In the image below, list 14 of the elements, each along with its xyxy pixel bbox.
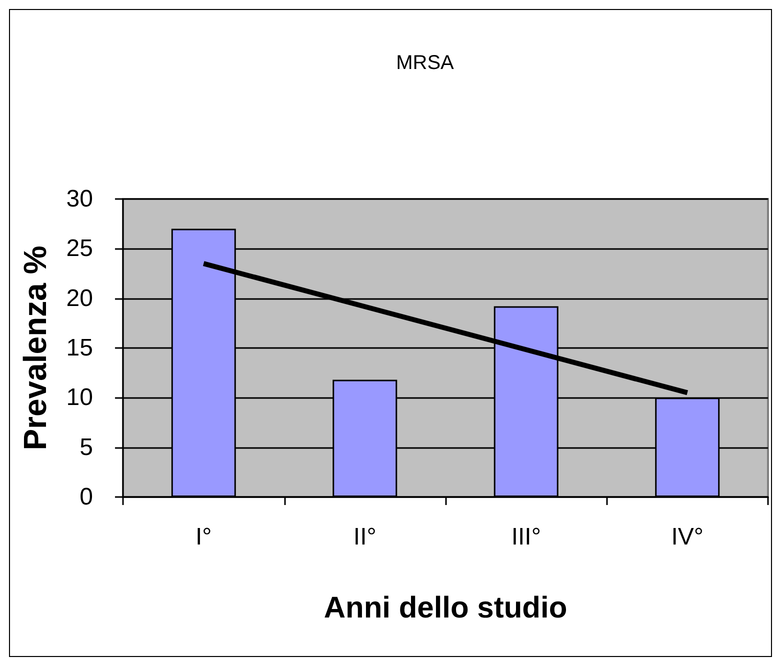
y-tick-label: 0 — [80, 484, 93, 510]
x-tick-label: IV° — [671, 524, 704, 550]
y-tick-label: 15 — [66, 334, 93, 362]
y-axis-title: Prevalenza % — [17, 246, 53, 450]
x-tick-label: III° — [511, 524, 541, 550]
y-tick-label: 10 — [66, 384, 93, 412]
x-tick-label: I° — [195, 524, 212, 550]
y-tick-label: 5 — [80, 434, 93, 461]
y-tick-label: 30 — [66, 186, 93, 212]
x-axis-title: Anni dello studio — [324, 592, 568, 624]
y-tick-label: 25 — [66, 235, 93, 262]
chart-title: MRSA — [396, 52, 455, 74]
y-tick-label: 20 — [66, 284, 93, 312]
x-tick-label: II° — [353, 524, 376, 550]
